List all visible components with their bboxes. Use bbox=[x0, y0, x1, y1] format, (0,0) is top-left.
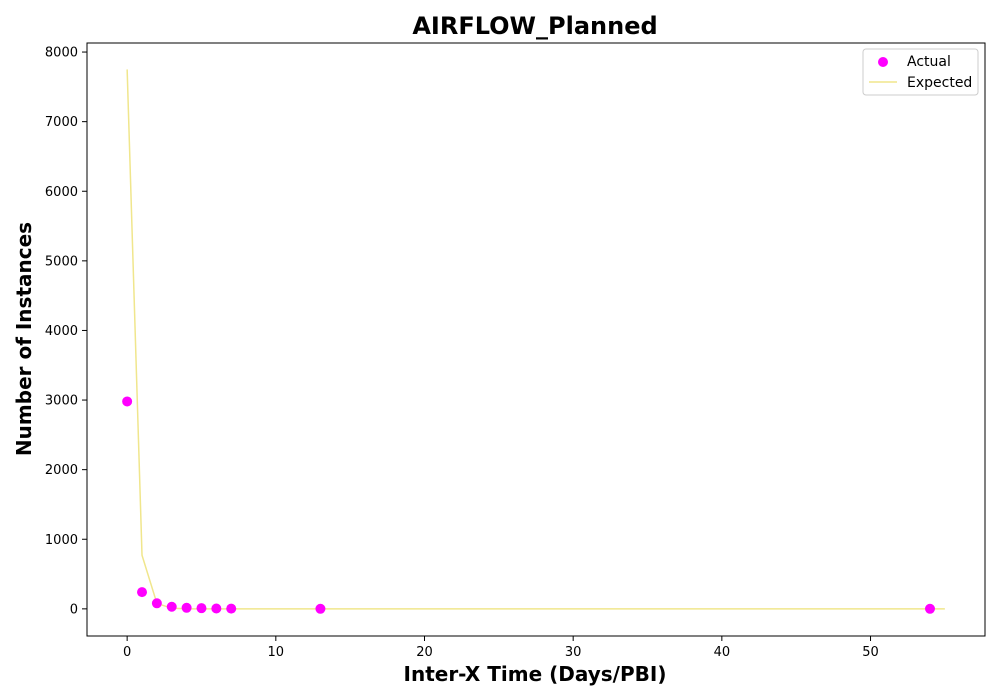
data-point-actual bbox=[196, 603, 207, 614]
plot-frame bbox=[86, 42, 986, 637]
y-tick-label: 1000 bbox=[45, 533, 78, 548]
y-axis-title: Number of Instances bbox=[12, 222, 36, 456]
x-tick-label: 50 bbox=[862, 645, 879, 660]
y-tick-label: 2000 bbox=[45, 463, 78, 478]
x-axis-title: Inter-X Time (Days/PBI) bbox=[404, 662, 667, 686]
y-tick-label: 5000 bbox=[45, 254, 78, 269]
data-point-actual bbox=[315, 603, 326, 614]
y-tick-label: 3000 bbox=[45, 394, 78, 409]
data-point-actual bbox=[122, 396, 133, 407]
chart-title: AIRFLOW_Planned bbox=[412, 12, 657, 40]
y-tick-label: 7000 bbox=[45, 115, 78, 130]
legend-label-expected: Expected bbox=[907, 75, 972, 91]
x-tick-label: 10 bbox=[268, 645, 285, 660]
y-tick-label: 0 bbox=[70, 602, 78, 617]
y-axis: 0 1000 2000 3000 4000 5000 6000 7000 8000 bbox=[45, 46, 87, 617]
x-tick-label: 30 bbox=[565, 645, 582, 660]
data-point-actual bbox=[166, 601, 177, 612]
x-tick-label: 40 bbox=[714, 645, 731, 660]
data-point-actual bbox=[151, 598, 162, 609]
legend: Actual Expected bbox=[862, 48, 979, 96]
y-tick-label: 4000 bbox=[45, 324, 78, 339]
legend-marker-actual bbox=[878, 57, 888, 67]
series-line-expected bbox=[126, 69, 945, 610]
x-tick-label: 0 bbox=[123, 645, 131, 660]
plot-area bbox=[122, 69, 945, 614]
data-point-actual bbox=[211, 603, 222, 614]
y-tick-label: 6000 bbox=[45, 185, 78, 200]
data-point-actual bbox=[181, 602, 192, 613]
legend-box bbox=[862, 48, 979, 96]
data-point-actual bbox=[137, 587, 148, 598]
y-tick-label: 8000 bbox=[45, 46, 78, 61]
data-point-actual bbox=[226, 603, 237, 614]
legend-label-actual: Actual bbox=[907, 54, 951, 70]
x-axis: 0 10 20 30 40 50 bbox=[123, 636, 879, 660]
x-tick-label: 20 bbox=[416, 645, 433, 660]
data-point-actual bbox=[924, 603, 935, 614]
